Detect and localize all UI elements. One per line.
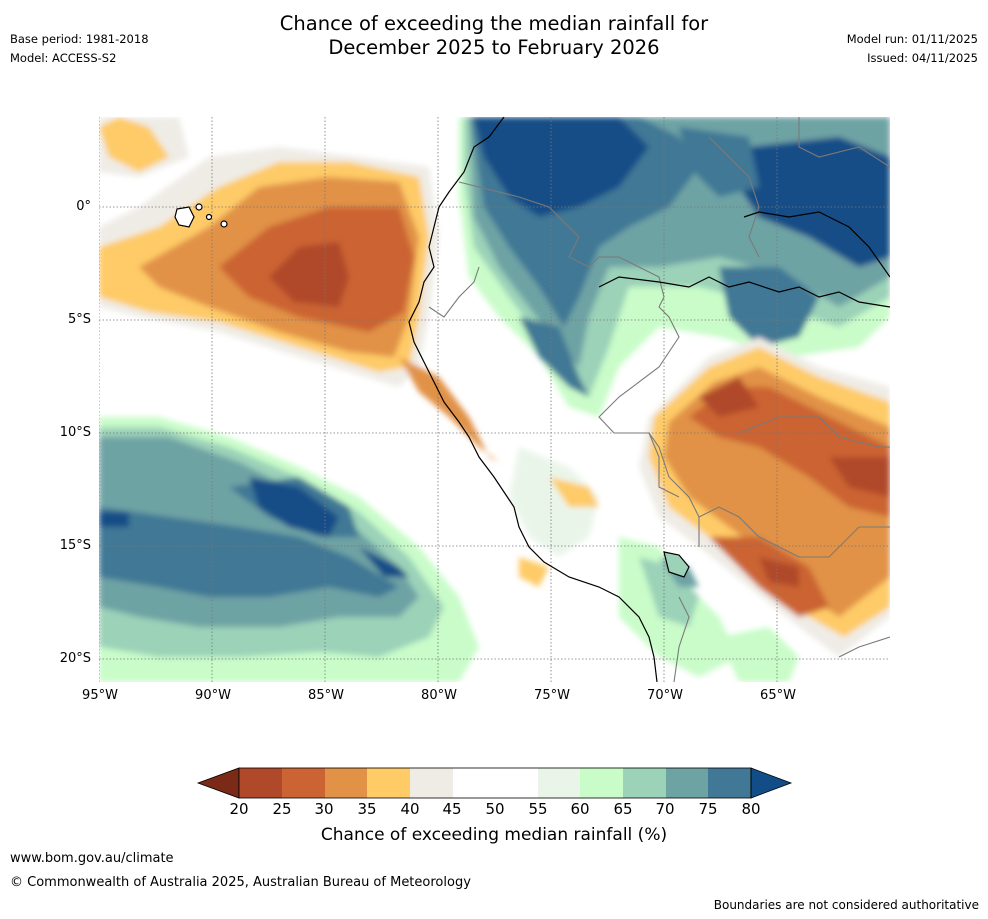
colorbar-swatch-70-75 <box>666 768 708 798</box>
lon-label-70w: 70°W <box>647 688 683 703</box>
boundary-bolivia-brazil-south <box>698 506 890 558</box>
lat-label-5s: 5°S <box>67 312 91 327</box>
field-35-40-peru-coast <box>519 557 549 587</box>
colorbar-swatch-20-25 <box>239 768 282 798</box>
lon-label-80w: 80°W <box>421 688 457 703</box>
field-20-25-ecuador <box>269 242 349 307</box>
coastlines <box>408 117 890 682</box>
boundary-paraguay <box>838 636 890 658</box>
lake-titicaca <box>663 551 690 578</box>
islands <box>174 203 690 578</box>
field-above-80-southwest-c <box>99 512 129 527</box>
field-65-70-altiplano <box>639 557 699 627</box>
map-title: Chance of exceeding the median rainfall … <box>0 12 988 60</box>
title-line-2: December 2025 to February 2026 <box>328 36 660 59</box>
colorbar-swatch-75-80 <box>708 768 751 798</box>
lat-label-0: 0° <box>76 199 91 214</box>
colorbar-tick-70: 70 <box>655 800 675 818</box>
title-line-1: Chance of exceeding the median rainfall … <box>279 12 709 35</box>
colorbar-swatch-60-65 <box>580 768 623 798</box>
country-boundaries <box>428 117 890 682</box>
boundary-colombia-venezuela <box>708 136 760 258</box>
lon-label-95w: 95°W <box>82 688 118 703</box>
colorbar-arrow-high <box>750 767 793 799</box>
colorbar-tick-55: 55 <box>528 800 548 818</box>
field-25-30-bolivia-north <box>689 387 890 517</box>
map-svg <box>99 117 890 682</box>
footer-copyright: © Commonwealth of Australia 2025, Austra… <box>10 875 471 890</box>
model-name: Model: ACCESS-S2 <box>10 51 117 65</box>
colorbar <box>196 767 793 799</box>
boundary-colombia-ecuador-peru <box>458 181 665 308</box>
colorbar-tick-35: 35 <box>357 800 377 818</box>
colorbar-svg <box>196 767 793 799</box>
lat-label-10s: 10°S <box>59 425 91 440</box>
lat-label-20s: 20°S <box>59 651 91 666</box>
meta-left: Base period: 1981-2018 Model: ACCESS-S2 <box>10 30 149 68</box>
rainfall-map <box>99 117 890 682</box>
colorbar-swatch-55-60 <box>538 768 580 798</box>
field-20-25-bolivia-north <box>699 377 759 417</box>
field-75-80-amazon-east <box>719 267 819 347</box>
issued-date: Issued: 04/11/2025 <box>867 51 978 65</box>
field-20-25-bolivia-east <box>829 457 890 497</box>
lon-label-90w: 90°W <box>195 688 231 703</box>
field-above-80-southwest-a <box>249 477 339 537</box>
galapagos-isabela <box>174 206 195 228</box>
lat-label-15s: 15°S <box>59 538 91 553</box>
colorbar-label: Chance of exceeding median rainfall (%) <box>320 825 668 845</box>
colorbar-tick-30: 30 <box>314 800 334 818</box>
lon-label-85w: 85°W <box>308 688 344 703</box>
colorbar-tick-75: 75 <box>698 800 718 818</box>
map-gridlines <box>99 117 890 682</box>
field-20-25-bolivia-south <box>759 557 799 587</box>
galapagos-island-a <box>195 203 203 211</box>
footer-note: Boundaries are not considered authoritat… <box>713 898 979 912</box>
colorbar-tick-40: 40 <box>400 800 420 818</box>
field-55-60-peru-south <box>509 447 599 557</box>
colorbar-tick-65: 65 <box>613 800 633 818</box>
field-75-80-north <box>679 127 759 197</box>
boundary-peru-bolivia <box>648 432 680 498</box>
colorbar-swatch-45-50 <box>453 768 495 798</box>
footer-url: www.bom.gov.au/climate <box>10 851 174 866</box>
rainfall-fields <box>99 117 890 682</box>
coastline-amazon-river <box>598 276 890 308</box>
colorbar-tick-45: 45 <box>442 800 462 818</box>
galapagos-island-b <box>205 213 213 221</box>
boundary-ecuador-peru <box>428 266 480 318</box>
field-35-40-northwest <box>99 117 169 172</box>
meta-right: Model run: 01/11/2025 Issued: 04/11/2025 <box>847 30 978 68</box>
model-run: Model run: 01/11/2025 <box>846 32 978 46</box>
field-75-80-southwest <box>99 507 399 597</box>
colorbar-tick-80: 80 <box>741 800 761 818</box>
lon-label-75w: 75°W <box>534 688 570 703</box>
colorbar-outline <box>238 767 752 799</box>
coastline-caribbean <box>743 211 890 278</box>
colorbar-swatch-30-35 <box>325 768 367 798</box>
galapagos-island-c <box>220 220 228 228</box>
colorbar-swatch-25-30 <box>282 768 325 798</box>
colorbar-swatch-50-55 <box>495 768 538 798</box>
field-75-80-peru-north <box>519 317 589 397</box>
colorbar-tick-50: 50 <box>485 800 505 818</box>
colorbar-tick-20: 20 <box>229 800 249 818</box>
coastline-pacific <box>408 117 658 682</box>
base-period: Base period: 1981-2018 <box>10 32 149 46</box>
field-above-80-colombia <box>474 117 649 217</box>
boundary-chile-bolivia <box>673 596 690 682</box>
colorbar-tick-25: 25 <box>272 800 292 818</box>
boundary-bolivia-brazil-north <box>738 416 890 448</box>
colorbar-arrow-low <box>196 767 240 799</box>
colorbar-swatch-65-70 <box>623 768 666 798</box>
boundary-venezuela-north <box>798 117 890 168</box>
colorbar-tick-60: 60 <box>570 800 590 818</box>
field-35-40-peru-inland <box>549 477 599 507</box>
lon-label-65w: 65°W <box>760 688 796 703</box>
colorbar-swatch-35-40 <box>367 768 410 798</box>
field-above-80-southwest-b <box>359 547 409 577</box>
colorbar-swatch-40-45 <box>410 768 453 798</box>
boundary-peru-brazil-bolivia <box>598 306 700 547</box>
field-60-65-chile-north <box>719 627 799 682</box>
